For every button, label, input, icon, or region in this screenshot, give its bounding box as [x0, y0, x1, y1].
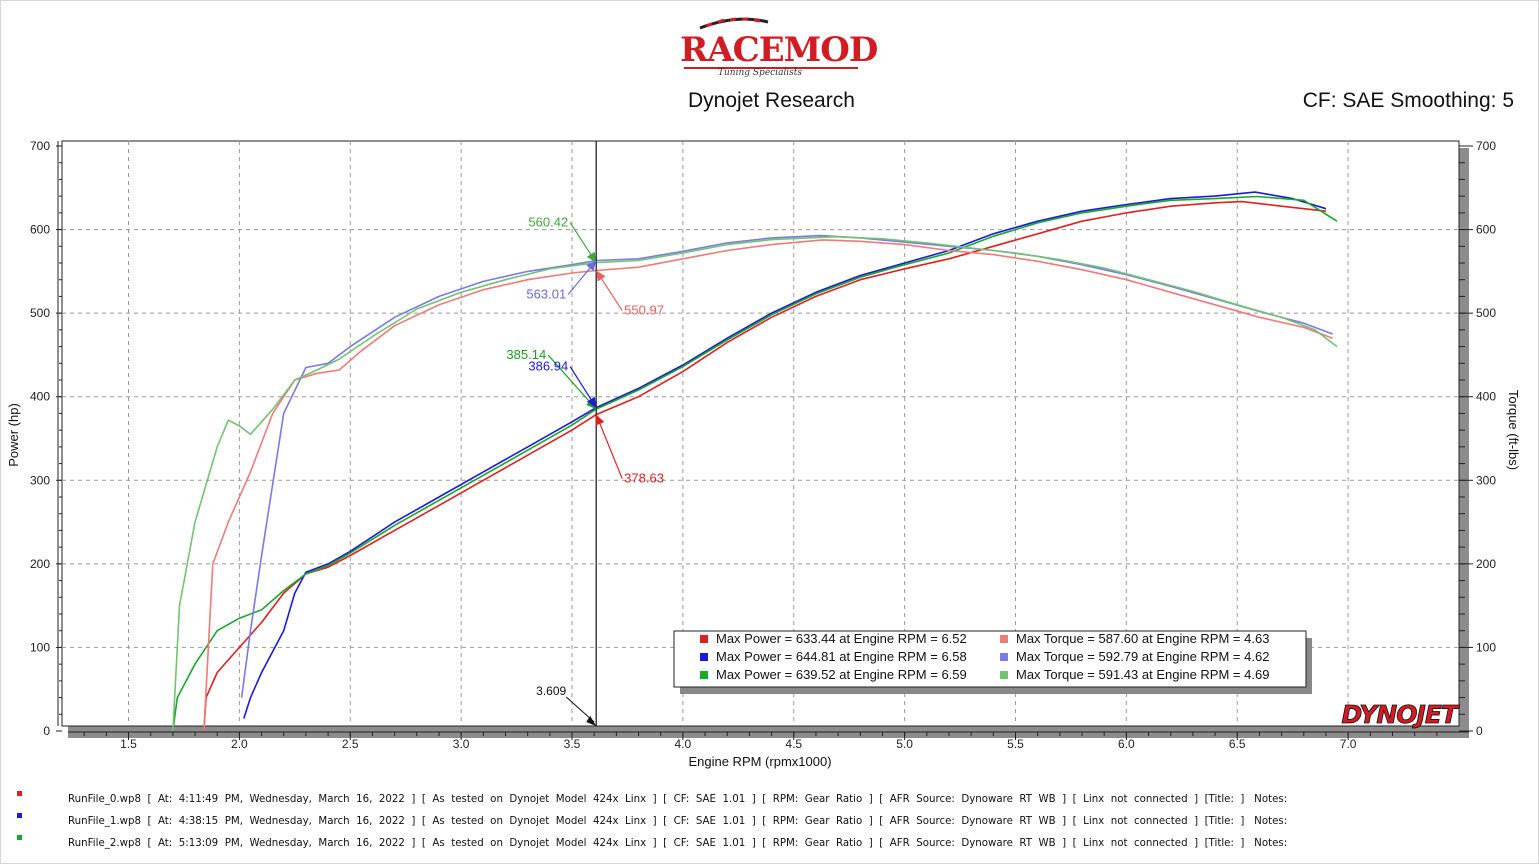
x-tick-label: 3.5	[564, 737, 581, 751]
legend-swatch	[700, 653, 708, 661]
y-tick-label-right: 600	[1476, 223, 1496, 237]
run-file-line: RunFile_1.wp8 [ At: 4:38:15 PM, Wednesda…	[68, 814, 1288, 827]
x-axis-label: Engine RPM (rpmx1000)	[688, 754, 831, 769]
legend-label: Max Power = 639.52 at Engine RPM = 6.59	[716, 667, 967, 682]
legend-swatch	[700, 671, 708, 679]
annotation-arrow	[595, 414, 605, 426]
brand-logo: RACEMOD	[680, 30, 878, 70]
dyno-chart: 0 0 100 100 200 200 300 300 400 400 500 500 600 600 70…	[6, 139, 1521, 769]
series-line	[243, 191, 1327, 719]
annotation-label: 563.01	[526, 286, 566, 301]
series-line	[172, 235, 1338, 732]
y-tick-label-left: 600	[30, 223, 50, 237]
y-tick-label-right: 200	[1476, 557, 1496, 571]
y-tick-label-left: 100	[30, 640, 50, 654]
run-color-marker	[17, 791, 22, 796]
legend-label: Max Torque = 592.79 at Engine RPM = 4.62	[1016, 649, 1269, 664]
y-tick-label-left: 500	[30, 306, 50, 320]
legend-swatch	[1000, 653, 1008, 661]
annotation-arrow	[596, 270, 606, 282]
run-file-line: RunFile_0.wp8 [ At: 4:11:49 PM, Wednesda…	[68, 792, 1288, 805]
annotation-arrow	[586, 260, 597, 272]
annotation-leader	[547, 354, 597, 410]
x-tick-label: 5.5	[1007, 737, 1024, 751]
y-tick-label-left: 300	[30, 473, 50, 487]
x-tick-label: 2.5	[342, 737, 359, 751]
run-color-marker	[17, 813, 22, 818]
x-tick-label: 5.0	[896, 737, 913, 751]
x-tick-label: 6.5	[1229, 737, 1246, 751]
x-tick-label: 4.5	[785, 737, 802, 751]
dynojet-watermark: DYNOJET	[1341, 700, 1459, 729]
annotation-arrow	[586, 396, 597, 408]
annotation-label: 378.63	[624, 471, 664, 486]
rpm-cursor: 3.609	[536, 141, 597, 726]
y-tick-label-left: 0	[43, 724, 50, 738]
y-tick-label-right: 300	[1476, 473, 1496, 487]
annotation-label: 560.42	[528, 215, 568, 230]
cursor-arrow	[586, 716, 597, 726]
legend: Max Power = 633.44 at Engine RPM = 6.52 M…	[673, 630, 1312, 694]
racemod-logo-swoosh	[684, 17, 858, 69]
legend-label: Max Power = 644.81 at Engine RPM = 6.58	[716, 649, 967, 664]
y-tick-label-right: 400	[1476, 390, 1496, 404]
y-tick-label-right: 500	[1476, 306, 1496, 320]
series-line	[240, 234, 1333, 698]
y-axis-label-left: Power (hp)	[6, 403, 21, 467]
series-line	[172, 195, 1338, 732]
x-tick-label: 2.0	[231, 737, 248, 751]
y-tick-label-left: 400	[30, 390, 50, 404]
x-tick-label: 3.0	[453, 737, 470, 751]
legend-label: Max Power = 633.44 at Engine RPM = 6.52	[716, 631, 967, 646]
x-tick-label: 6.0	[1118, 737, 1135, 751]
legend-swatch	[1000, 635, 1008, 643]
y-axis-label-right: Torque (ft-lbs)	[1506, 390, 1521, 470]
y-tick-label-right: 100	[1476, 640, 1496, 654]
x-tick-label: 7.0	[1340, 737, 1357, 751]
legend-swatch	[1000, 671, 1008, 679]
y-tick-label-left: 700	[30, 139, 50, 153]
series-line	[203, 200, 1327, 732]
cursor-label: 3.609	[536, 684, 566, 698]
axis-ticks: 0 0 100 100 200 200 300 300 400 400 500 500 600 600 70…	[30, 139, 1496, 751]
run-file-line: RunFile_2.wp8 [ At: 5:13:09 PM, Wednesda…	[68, 836, 1288, 849]
legend-swatch	[700, 635, 708, 643]
x-tick-label: 1.5	[120, 737, 137, 751]
legend-label: Max Torque = 591.43 at Engine RPM = 4.69	[1016, 667, 1269, 682]
brand-tagline: Tuning Specialists	[718, 68, 803, 78]
annotation-leader	[595, 414, 623, 479]
legend-label: Max Torque = 587.60 at Engine RPM = 4.63	[1016, 631, 1269, 646]
y-tick-label-right: 0	[1476, 724, 1483, 738]
x-tick-label: 4.0	[675, 737, 692, 751]
legend-box	[673, 630, 1307, 688]
annotation-label: 550.97	[624, 303, 664, 318]
annotation-label: 386.94	[528, 359, 568, 374]
correction-factor-text: CF: SAE Smoothing: 5	[1302, 89, 1514, 112]
annotation-arrow	[586, 251, 597, 263]
y-tick-label-right: 700	[1476, 139, 1496, 153]
annotation-label: 385.14	[506, 347, 546, 362]
chart-subtitle: Dynojet Research	[688, 89, 855, 112]
series-layer	[172, 191, 1338, 732]
y-tick-label-left: 200	[30, 557, 50, 571]
grid-lines	[62, 141, 1459, 726]
run-color-marker	[17, 835, 22, 840]
